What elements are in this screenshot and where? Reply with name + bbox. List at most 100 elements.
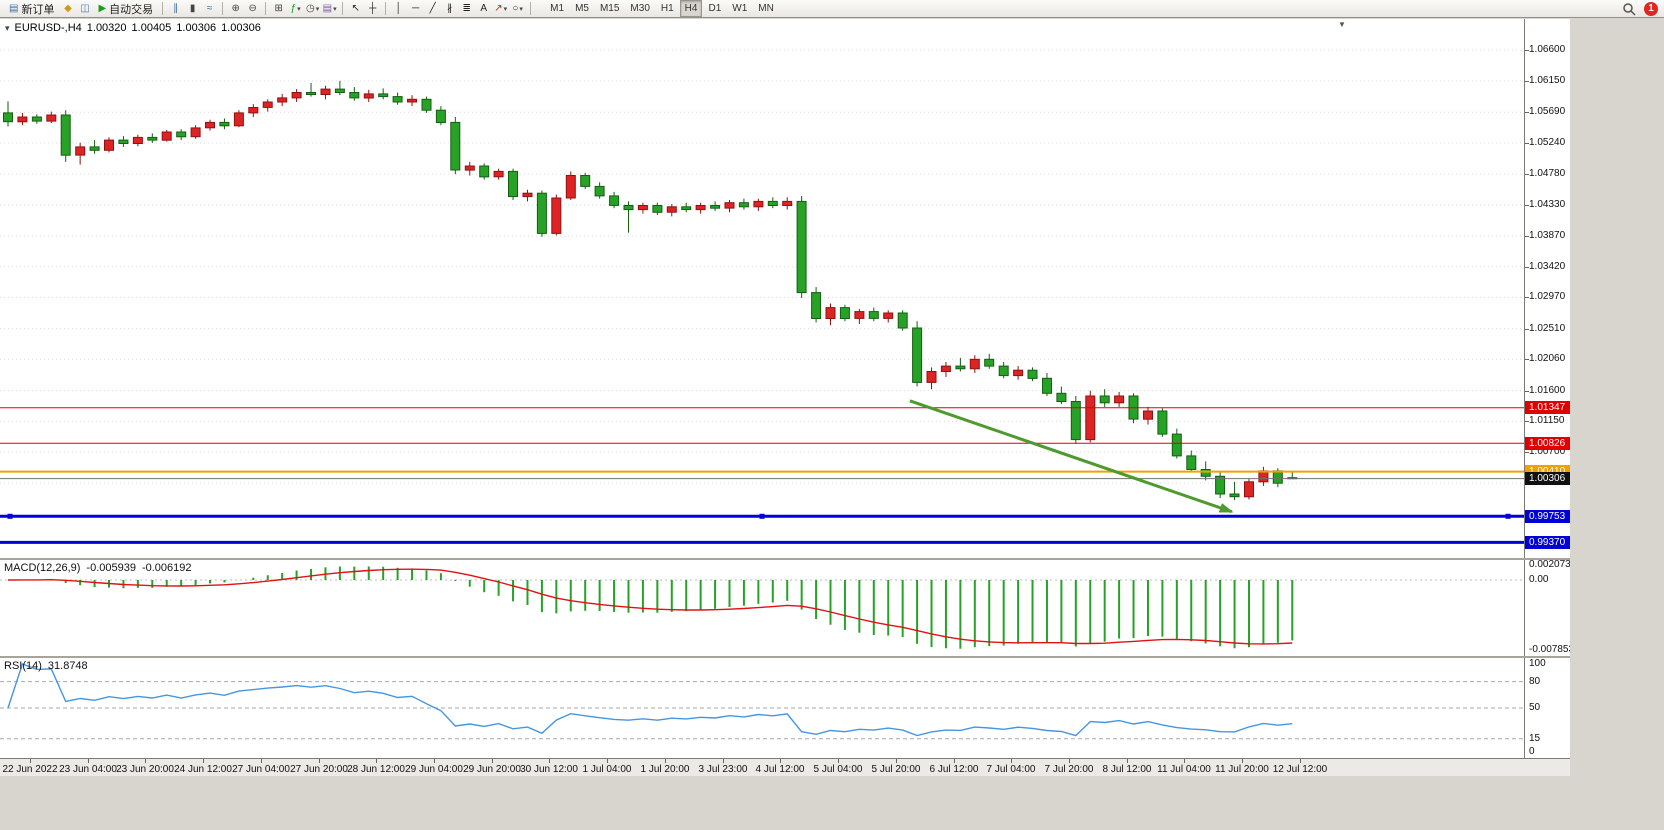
- time-tick: [665, 759, 666, 763]
- cursor-icon[interactable]: ↖: [351, 2, 360, 14]
- line-handle[interactable]: [759, 513, 765, 519]
- line-chart-icon[interactable]: ≈: [206, 2, 213, 14]
- channel-icon[interactable]: ∦: [447, 2, 453, 14]
- timeframe-m1[interactable]: M1: [550, 3, 565, 14]
- timeframe-m15[interactable]: M15: [599, 3, 620, 14]
- time-axis-label: 23 Jun 20:00: [116, 764, 174, 775]
- tile-windows-icon[interactable]: ⊞: [274, 2, 283, 14]
- time-tick: [319, 759, 320, 763]
- axis-tick: [1525, 421, 1529, 422]
- candlestick-chart-icon[interactable]: ▮: [189, 2, 196, 14]
- timeframe-h4[interactable]: H4: [679, 0, 703, 17]
- timeframe-h1[interactable]: H1: [660, 3, 674, 14]
- time-axis-label: 8 Jul 12:00: [1102, 764, 1152, 775]
- bar-chart-icon[interactable]: ∥: [173, 2, 179, 14]
- time-tick: [954, 759, 955, 763]
- one-click-trading-toggle[interactable]: ▾: [5, 23, 10, 33]
- window-background: [1570, 19, 1664, 830]
- trendline-icon[interactable]: ╱: [429, 2, 436, 14]
- price-axis-label: 1.01150: [1529, 415, 1565, 426]
- resistance-line-2-tag[interactable]: 1.00826: [1525, 437, 1570, 450]
- periods-icon[interactable]: ◷ ▾: [306, 2, 320, 14]
- autotrading-button[interactable]: ▶ 自动交易: [98, 2, 154, 16]
- price-axis-label: 1.02510: [1529, 323, 1566, 334]
- price-axis-label: 1.03420: [1529, 261, 1566, 272]
- notification-badge[interactable]: 1: [1644, 1, 1658, 16]
- rsi-pane[interactable]: RSI(14) 31.8748: [0, 658, 1524, 758]
- time-axis-label: 22 Jun 2022: [2, 764, 58, 775]
- axis-tick: [1525, 359, 1529, 360]
- shapes-icon[interactable]: ○ ▾: [512, 2, 523, 14]
- price-axis-label: 1.02060: [1529, 353, 1566, 364]
- time-axis-label: 28 Jun 12:00: [347, 764, 405, 775]
- indicators-icon[interactable]: ƒ ▾: [290, 2, 301, 14]
- time-axis-label: 7 Jul 04:00: [986, 764, 1036, 775]
- rsi-axis-label: 80: [1529, 676, 1541, 687]
- window-background: [0, 776, 1570, 830]
- time-tick: [723, 759, 724, 763]
- time-tick: [261, 759, 262, 763]
- symbol-label: EURUSD-,H4: [14, 22, 82, 34]
- time-tick: [896, 759, 897, 763]
- axis-tick: [1525, 236, 1529, 237]
- timeframe-m30[interactable]: M30: [630, 3, 650, 14]
- price-axis[interactable]: 1.06600 1.06150 1.05690 1.05240 1.04780 1.043…: [1524, 19, 1570, 558]
- resistance-line-1-tag[interactable]: 1.01347: [1525, 401, 1570, 414]
- ohlc-low: 1.00306: [176, 22, 217, 34]
- time-tick: [838, 759, 839, 763]
- pane-splitter[interactable]: [0, 656, 1570, 658]
- timeframe-w1[interactable]: W1: [732, 3, 748, 14]
- price-axis-label: 1.06600: [1529, 44, 1566, 55]
- bid-price-line-tag[interactable]: 1.00306: [1525, 472, 1570, 485]
- time-axis[interactable]: 22 Jun 2022 23 Jun 04:00 23 Jun 20:00 24 Ju…: [0, 758, 1570, 776]
- line-handle[interactable]: [1505, 513, 1511, 519]
- fibonacci-icon[interactable]: ≣: [462, 2, 471, 14]
- price-axis-label: 1.03870: [1529, 230, 1566, 241]
- alerts-icon[interactable]: ◆: [64, 2, 72, 14]
- time-tick: [780, 759, 781, 763]
- line-handle[interactable]: [7, 513, 13, 519]
- zoom-in-icon[interactable]: ⊕: [231, 2, 240, 14]
- candles: [3, 80, 1298, 501]
- timeframe-m5[interactable]: M5: [575, 3, 589, 14]
- text-icon[interactable]: A: [480, 2, 487, 14]
- axis-tick: [1525, 267, 1529, 268]
- timeframe-d1[interactable]: D1: [708, 3, 722, 14]
- macd-pane[interactable]: MACD(12,26,9) -0.005939 -0.006192: [0, 560, 1524, 656]
- macd-label: MACD(12,26,9) -0.005939 -0.006192: [4, 562, 198, 574]
- templates-icon[interactable]: ▤ ▾: [322, 2, 337, 14]
- support-line-2-tag[interactable]: 0.99370: [1525, 536, 1570, 549]
- time-axis-label: 11 Jul 20:00: [1215, 764, 1269, 775]
- time-axis-label: 6 Jul 12:00: [929, 764, 979, 775]
- time-axis-label: 5 Jul 20:00: [871, 764, 921, 775]
- time-tick: [145, 759, 146, 763]
- support-line-1-tag[interactable]: 0.99753: [1525, 510, 1570, 523]
- time-axis-label: 23 Jun 04:00: [59, 764, 117, 775]
- toolbar-separator: [530, 2, 532, 15]
- new-order-button[interactable]: ▤ 新订单: [9, 2, 55, 16]
- macd-name: MACD(12,26,9): [4, 562, 81, 574]
- rsi-line: [7, 663, 1293, 737]
- arrows-icon[interactable]: ↗ ▾: [494, 2, 508, 14]
- toolbar-groups: ▤ 新订单 ◆ ◫ ▶ 自动交易 ∥ ▮ ≈ ⊕ ⊖ ⊞ ƒ ▾ ◷ ▾ ▤ ▾ ↖ ┼ │ ─ ╱ ∦ ≣ A ↗ ▾ ○ ▾ M1 M5 M…: [0, 0, 779, 17]
- chart-ohlc-header: ▾ EURUSD-,H4 1.00320 1.00405 1.00306 1.00306: [5, 22, 266, 34]
- time-tick: [1127, 759, 1128, 763]
- horizontal-line-icon[interactable]: ─: [412, 2, 420, 14]
- search-icon[interactable]: [1620, 1, 1637, 17]
- trend-arrow[interactable]: [909, 399, 1234, 514]
- price-chart-pane[interactable]: ▾ EURUSD-,H4 1.00320 1.00405 1.00306 1.00306 …: [0, 19, 1524, 558]
- time-tick: [607, 759, 608, 763]
- macd-axis: 0.002073 0.00 -0.007853: [1524, 560, 1570, 656]
- crosshair-icon[interactable]: ┼: [369, 2, 377, 14]
- ohlc-high: 1.00405: [131, 22, 172, 34]
- rsi-label: RSI(14) 31.8748: [4, 660, 94, 672]
- zoom-out-icon[interactable]: ⊖: [248, 2, 257, 14]
- vertical-line-icon[interactable]: │: [395, 2, 402, 14]
- chart-shift-marker[interactable]: ▼: [1338, 20, 1346, 29]
- axis-tick: [1525, 81, 1529, 82]
- axis-tick: [1525, 297, 1529, 298]
- market-depth-icon[interactable]: ◫: [80, 2, 90, 14]
- time-axis-label: 7 Jul 20:00: [1044, 764, 1094, 775]
- timeframe-mn[interactable]: MN: [758, 3, 774, 14]
- pane-splitter[interactable]: [0, 558, 1570, 560]
